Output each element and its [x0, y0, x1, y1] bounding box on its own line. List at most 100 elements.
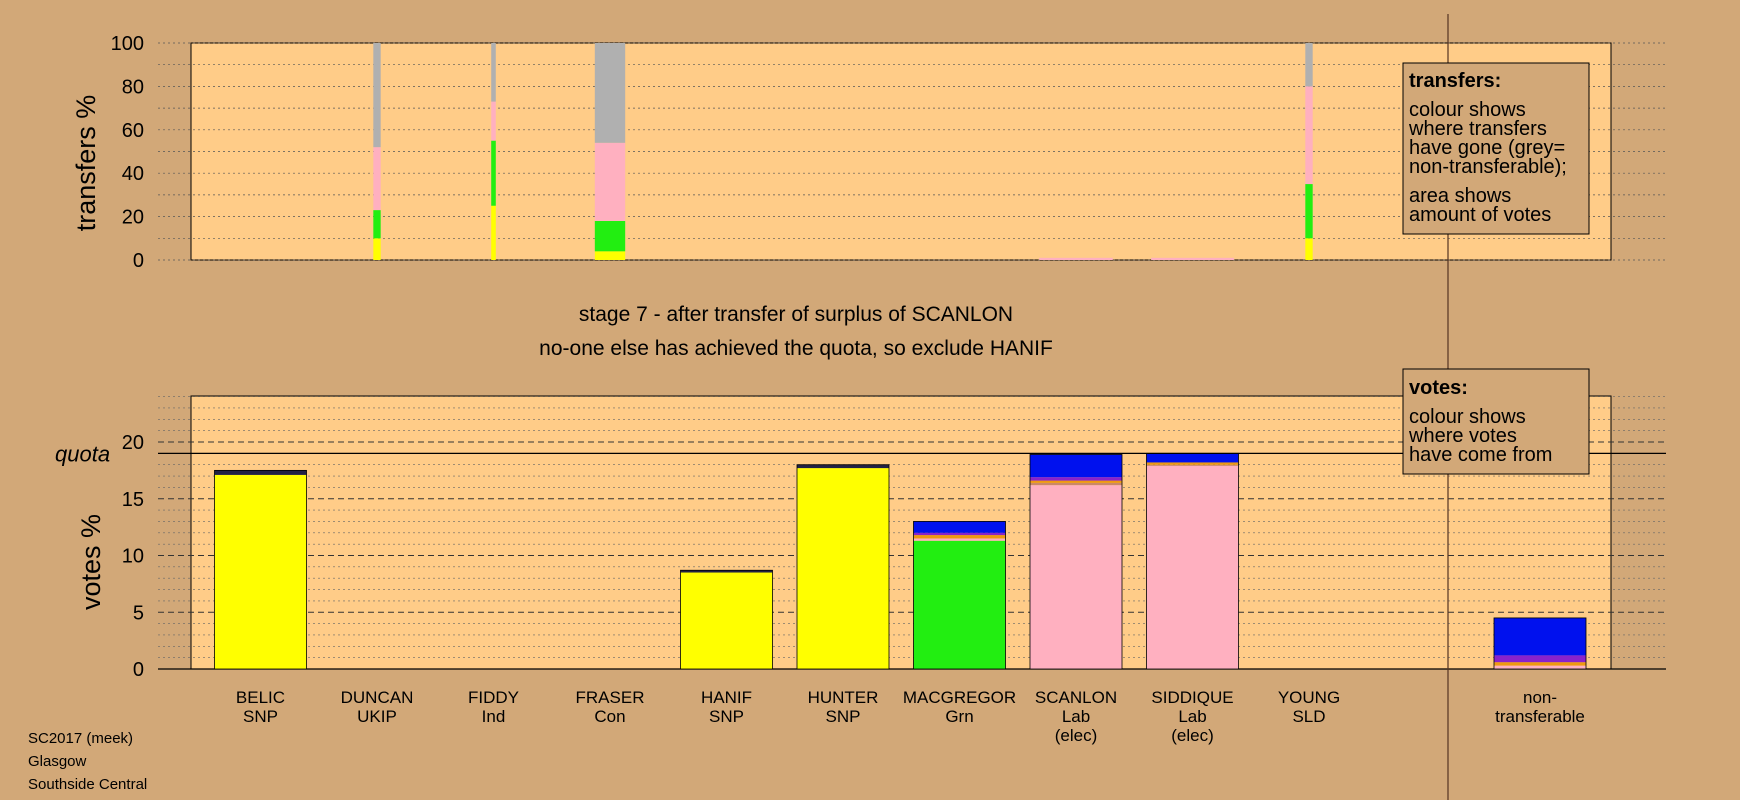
stage-title: stage 7 - after transfer of surplus of S… — [579, 303, 1013, 326]
candidate-name: HUNTER — [808, 688, 879, 707]
vote-bar-outline — [913, 521, 1006, 670]
candidate-party: Lab — [1062, 707, 1090, 726]
transfers-tick-label: 20 — [122, 207, 144, 229]
quota-label: quota — [55, 441, 110, 466]
vote-segment — [913, 532, 1006, 536]
votes-tick-label: 20 — [122, 432, 144, 454]
vote-segment — [680, 570, 773, 573]
vote-segment — [1494, 665, 1586, 669]
vote-bar-outline — [796, 464, 890, 670]
candidate-name: BELIC — [236, 688, 285, 707]
nontransferable-label: non- — [1523, 688, 1557, 707]
candidate-status: (elec) — [1171, 726, 1214, 745]
vote-segment — [1494, 617, 1586, 656]
votes-axis-label: votes % — [76, 514, 106, 610]
transfers-tick-label: 100 — [111, 33, 144, 55]
candidate-party: Grn — [945, 707, 973, 726]
candidate-party: Ind — [482, 707, 506, 726]
transfer-segment — [1305, 238, 1313, 260]
transfer-segment — [594, 251, 626, 260]
candidate-status: (elec) — [1055, 726, 1098, 745]
transfer-segment — [491, 43, 496, 102]
transfers-tick-label: 40 — [122, 163, 144, 185]
transfers-tick-label: 0 — [133, 250, 144, 272]
transfers-legend-line: area shows — [1409, 185, 1511, 207]
transfer-segment — [491, 101, 496, 141]
candidate-name: FIDDY — [468, 688, 519, 707]
votes-legend: votes: colour shows where votes have com… — [1402, 368, 1590, 475]
candidate-party: Con — [594, 707, 625, 726]
transfer-segment — [1305, 184, 1313, 239]
transfer-segment — [491, 140, 496, 206]
transfer-segment — [594, 43, 626, 143]
vote-segment — [1146, 464, 1239, 466]
candidate-party: SNP — [709, 707, 744, 726]
transfer-segment — [1151, 257, 1234, 260]
vote-segment — [913, 540, 1006, 669]
vote-segment — [913, 538, 1006, 541]
transfer-segment — [373, 147, 381, 211]
tick-labels: 0 20 40 60 80 100 0 5 10 15 20 — [111, 33, 144, 681]
votes-tick-label: 10 — [122, 546, 144, 568]
transfer-segment — [373, 43, 381, 148]
votes-legend-line: colour shows — [1409, 406, 1526, 428]
transfer-segment — [491, 205, 496, 260]
vote-segment — [680, 572, 773, 669]
transfers-legend-line: colour shows — [1409, 99, 1526, 121]
transfers-legend: transfers: colour shows where transfers … — [1402, 62, 1590, 235]
transfers-tick-label: 80 — [122, 76, 144, 98]
footer-ward: Southside Central — [28, 776, 147, 793]
transfer-segment — [1305, 43, 1313, 87]
vote-bar-outline — [1493, 617, 1587, 670]
vote-segment — [1146, 462, 1239, 465]
footer-council: Glasgow — [28, 753, 87, 770]
votes-legend-line: have come from — [1409, 444, 1552, 466]
votes-tick-label: 0 — [133, 659, 144, 681]
transfers-legend-title: transfers: — [1409, 70, 1501, 92]
vote-segment — [214, 474, 307, 669]
vote-bar-outline — [214, 469, 307, 670]
candidate-party: SNP — [243, 707, 278, 726]
candidate-name: MACGREGOR — [903, 688, 1016, 707]
candidate-name: SCANLON — [1035, 688, 1117, 707]
votes-legend-title: votes: — [1409, 377, 1468, 399]
vote-bar-outline — [680, 569, 773, 670]
candidate-party: SNP — [826, 707, 861, 726]
vote-segment — [1146, 453, 1239, 463]
vote-segment — [1030, 482, 1122, 486]
candidate-party: UKIP — [357, 707, 397, 726]
transfers-legend-box — [1402, 62, 1590, 235]
transfer-segment — [594, 142, 626, 221]
transfers-legend-line: amount of votes — [1409, 204, 1551, 226]
votes-legend-line: where votes — [1408, 425, 1517, 447]
transfers-legend-line: where transfers — [1408, 118, 1547, 140]
votes-legend-box — [1402, 368, 1590, 475]
transfers-legend-line: non-transferable); — [1409, 156, 1567, 178]
candidate-party: Lab — [1178, 707, 1206, 726]
vote-segment — [797, 468, 889, 669]
transfer-segment — [373, 238, 381, 260]
vote-segment — [214, 470, 307, 475]
transfer-segment — [594, 220, 626, 252]
vote-segment — [1030, 485, 1122, 669]
nontransferable-label: transferable — [1495, 707, 1585, 726]
vote-segment — [797, 464, 889, 469]
transfers-bars — [373, 43, 1313, 260]
candidate-labels: BELICSNPDUNCANUKIPFIDDYIndFRASERConHANIF… — [236, 688, 1585, 745]
transfers-axis-label: transfers % — [71, 95, 101, 232]
candidate-name: FRASER — [576, 688, 645, 707]
vote-segment — [1030, 454, 1122, 478]
candidate-name: DUNCAN — [341, 688, 414, 707]
vote-segment — [1494, 655, 1586, 663]
candidate-party: SLD — [1292, 707, 1325, 726]
vote-segment — [1030, 480, 1122, 483]
transfers-legend-line: have gone (grey= — [1409, 137, 1565, 159]
votes-tick-label: 5 — [133, 602, 144, 624]
transfer-segment — [1305, 86, 1313, 185]
candidate-name: HANIF — [701, 688, 752, 707]
vote-bar-outline — [1029, 454, 1123, 670]
votes-bars — [214, 452, 1587, 670]
vote-segment — [913, 535, 1006, 539]
